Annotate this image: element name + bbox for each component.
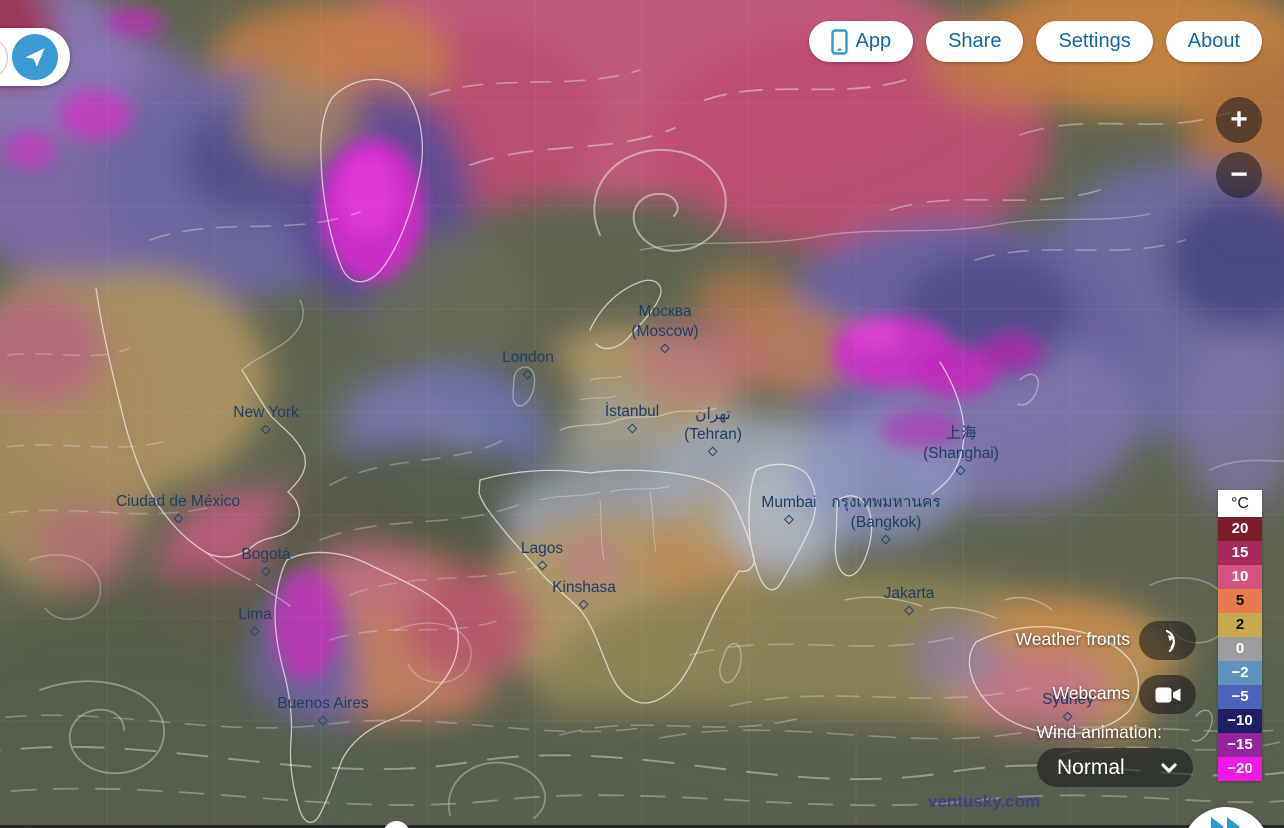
legend-stop: 0 bbox=[1218, 637, 1262, 661]
share-button-label: Share bbox=[948, 30, 1002, 52]
locate-me-button[interactable] bbox=[12, 34, 58, 80]
borders bbox=[539, 375, 671, 561]
video-camera-icon bbox=[1155, 687, 1180, 702]
fast-forward-button[interactable] bbox=[1182, 807, 1270, 828]
fast-forward-icon bbox=[1211, 817, 1240, 828]
timeline-edge bbox=[0, 825, 1284, 828]
timeline-play-button[interactable] bbox=[383, 821, 410, 828]
zoom-in-button[interactable]: + bbox=[1216, 97, 1262, 143]
app-button[interactable]: App bbox=[808, 21, 914, 62]
legend-stop: −10 bbox=[1218, 709, 1262, 733]
legend-unit: °C bbox=[1218, 490, 1262, 517]
app-button-label: App bbox=[855, 30, 892, 52]
top-menu: App Share Settings About bbox=[808, 21, 1262, 62]
wind-animation-select[interactable]: Normal bbox=[1037, 748, 1193, 787]
legend-stop: 2 bbox=[1218, 613, 1262, 637]
weather-fronts-button[interactable] bbox=[1139, 621, 1196, 660]
legend-stop: −5 bbox=[1218, 685, 1262, 709]
about-button[interactable]: About bbox=[1165, 21, 1262, 62]
location-arrow-icon bbox=[25, 48, 45, 67]
legend-stop: 15 bbox=[1218, 541, 1262, 565]
wind-animation-value: Normal bbox=[1057, 755, 1125, 779]
coastlines bbox=[95, 78, 1213, 823]
chevron-down-icon bbox=[1161, 762, 1177, 773]
legend-stop: −2 bbox=[1218, 661, 1262, 685]
about-button-label: About bbox=[1187, 30, 1240, 52]
phone-icon bbox=[830, 28, 848, 55]
legend-stop: −15 bbox=[1218, 733, 1262, 757]
legend-stop: 5 bbox=[1218, 589, 1262, 613]
share-button[interactable]: Share bbox=[926, 21, 1024, 62]
cold-core-layer bbox=[4, 8, 1044, 680]
webcams-button[interactable] bbox=[1139, 675, 1196, 714]
zoom-out-button[interactable]: − bbox=[1216, 152, 1262, 198]
locate-control-group bbox=[0, 28, 70, 86]
settings-button[interactable]: Settings bbox=[1036, 21, 1153, 62]
legend-stop: −20 bbox=[1218, 757, 1262, 781]
settings-button-label: Settings bbox=[1058, 30, 1131, 52]
legend-scale: 20 15 10 5 2 0 −2 −5 −10 −15 −20 bbox=[1218, 517, 1262, 781]
weather-front-icon bbox=[1165, 629, 1175, 652]
search-button-partial[interactable] bbox=[0, 37, 8, 79]
legend-stop: 20 bbox=[1218, 517, 1262, 541]
temperature-legend: °C 20 15 10 5 2 0 −2 −5 −10 −15 −20 bbox=[1218, 490, 1262, 781]
legend-stop: 10 bbox=[1218, 565, 1262, 589]
